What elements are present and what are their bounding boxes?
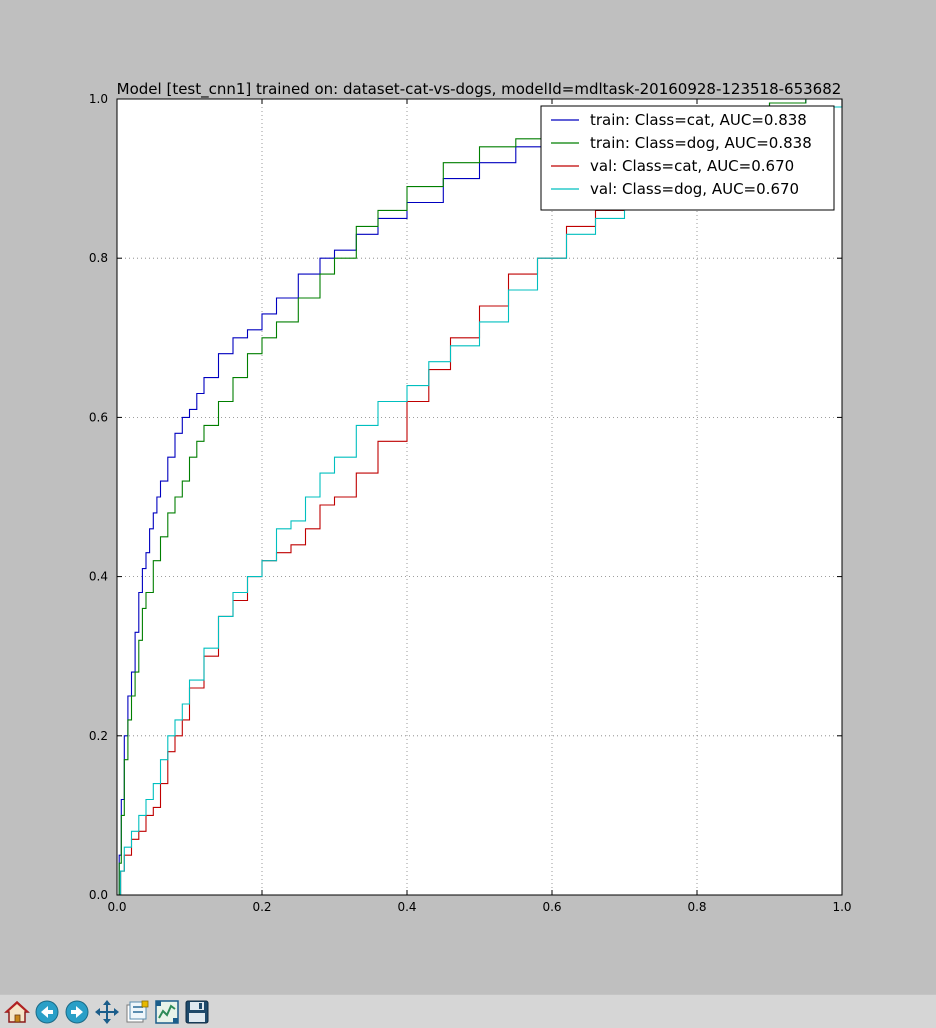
y-tick-label: 0.6 [89,410,108,424]
home-button[interactable] [3,998,31,1026]
y-tick-label: 0.4 [89,570,108,584]
back-arrow-icon [35,1000,59,1023]
x-tick-label: 1.0 [832,900,851,914]
x-tick-label: 0.6 [542,900,561,914]
edit-axes-button[interactable] [153,998,181,1026]
y-tick-label: 0.8 [89,251,108,265]
edit-curves-icon [155,999,179,1024]
x-tick-label: 0.4 [397,900,416,914]
back-button[interactable] [33,998,61,1026]
forward-button[interactable] [63,998,91,1026]
save-button[interactable] [183,998,211,1026]
legend-label-3: val: Class=dog, AUC=0.670 [590,180,799,198]
roc-plot: Model [test_cnn1] trained on: dataset-ca… [89,80,852,914]
floppy-disk-icon [185,1000,209,1023]
y-tick-label: 0.0 [89,888,108,902]
y-tick-label: 0.2 [89,729,108,743]
series-line-3 [117,99,843,896]
legend-label-2: val: Class=cat, AUC=0.670 [590,157,794,175]
legend-label-0: train: Class=cat, AUC=0.838 [590,111,807,129]
home-icon [4,1000,30,1023]
plot-frame [116,98,843,896]
plot-area [117,99,842,895]
y-tick-label: 1.0 [89,92,108,106]
subplots-button[interactable] [123,998,151,1026]
legend: train: Class=cat, AUC=0.838 train: Class=… [540,105,835,211]
navigation-toolbar [0,994,936,1028]
chart-title: Model [test_cnn1] trained on: dataset-ca… [117,80,842,99]
forward-arrow-icon [65,1000,89,1023]
pan-button[interactable] [93,998,121,1026]
x-tick-label: 0.2 [252,900,271,914]
axis-ticks: 0.0 0.2 0.4 0.6 0.8 1.0 0.0 0.2 0.4 0.6 0.8 1.0 [89,92,852,914]
subplots-config-icon [126,1000,149,1022]
legend-label-1: train: Class=dog, AUC=0.838 [590,134,812,152]
x-tick-label: 0.8 [687,900,706,914]
legend-box [540,105,835,211]
move-cross-icon [95,999,119,1024]
x-tick-label: 0.0 [107,900,126,914]
figure-canvas: Model [test_cnn1] trained on: dataset-ca… [88,80,852,914]
